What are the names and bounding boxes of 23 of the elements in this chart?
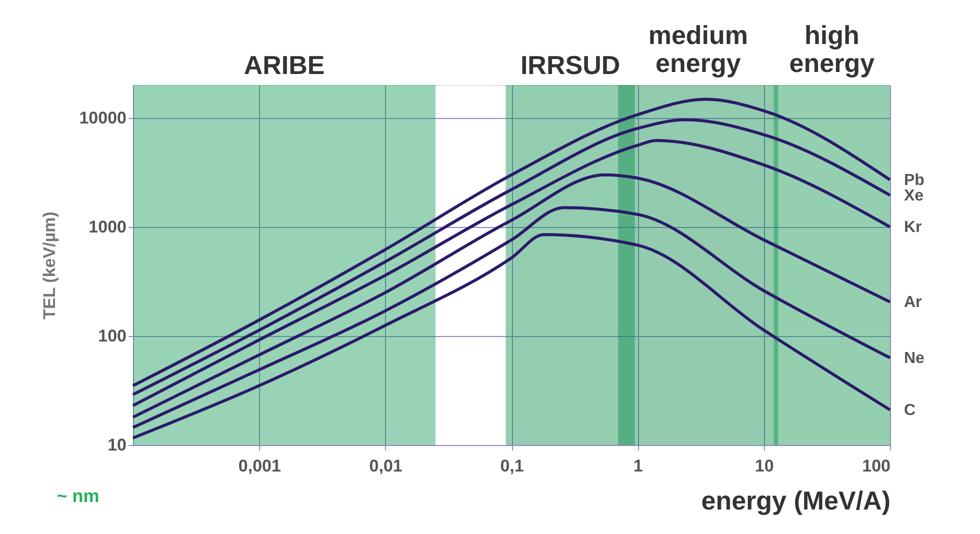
x-tick-label: 0,1	[500, 456, 524, 476]
text: ~ nm	[56, 486, 100, 506]
x-tick-label: 0,01	[369, 456, 402, 476]
series-label: Xe	[904, 187, 924, 204]
series-label: Ne	[904, 350, 925, 367]
band-label: IRRSUD	[520, 50, 620, 80]
series-label: C	[904, 402, 916, 419]
x-tick-label: 10	[754, 456, 774, 476]
x-tick-label: 100	[862, 456, 890, 476]
y-axis-title: TEL (keV/µm)	[40, 212, 60, 320]
x-axis-title: energy (MeV/A)	[701, 486, 890, 516]
y-tick-label: 100	[98, 326, 126, 346]
x-tick-label: 1	[633, 456, 643, 476]
series-label: Pb	[904, 172, 925, 189]
y-tick-label: 10000	[79, 108, 126, 128]
series-label: Kr	[904, 218, 922, 236]
y-tick-label: 10	[108, 436, 126, 454]
y-tick-label: 1000	[88, 217, 126, 236]
x-tick-label: 0,001	[238, 456, 281, 476]
band-label: ARIBE	[244, 50, 325, 80]
band-label: high energy	[789, 20, 876, 78]
band-label: medium energy	[648, 20, 748, 78]
series-label: Ar	[904, 294, 922, 311]
